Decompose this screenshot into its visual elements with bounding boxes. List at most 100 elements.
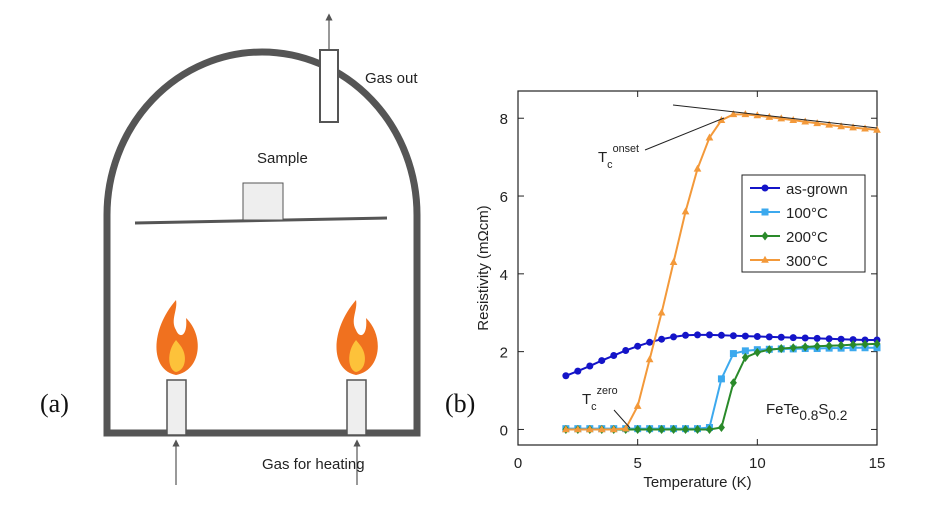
data-point [622,346,630,354]
data-point [765,333,773,341]
data-point [562,425,570,433]
x-tick-label: 10 [749,455,766,472]
x-tick-label: 5 [633,455,641,472]
chimney [319,49,339,123]
data-point [801,117,810,125]
data-point [741,332,749,340]
data-point [873,339,881,349]
x-axis-label: Temperature (K) [643,474,751,491]
data-point [694,424,701,434]
data-point [574,367,582,375]
data-point [765,112,774,120]
data-point [789,334,797,342]
data-point [729,110,738,118]
compound-label-part: 0.2 [828,408,847,423]
compound-label-part: 0.8 [799,408,818,423]
legend-label: 100°C [786,205,828,222]
data-point [585,425,594,433]
onset-label: Tconset [598,143,639,171]
gas-out-label: Gas out [365,70,418,87]
data-point [633,401,642,409]
data-point [646,424,654,434]
data-point [562,372,570,380]
legend-box [741,174,866,273]
zero-label-part: zero [597,385,618,397]
legend-swatch [761,208,769,216]
compound-label-part: S [818,401,828,418]
tangent-line [672,104,878,129]
data-point [873,125,881,133]
data-point [717,375,725,383]
y-tick-label: 4 [500,267,508,284]
y-tick-label: 8 [500,111,508,128]
data-point [681,207,690,215]
data-point [741,352,749,363]
data-point [813,119,822,127]
gas-in-label: Gas for heating [262,456,365,473]
data-point [837,335,845,343]
data-point [765,345,773,355]
data-point [729,378,737,388]
data-point [837,122,845,130]
data-point [658,335,666,343]
data-point [670,424,678,434]
legend-label: 200°C [786,229,828,246]
plot-frame [517,90,878,446]
data-point [682,424,690,434]
legend-swatch [761,231,769,241]
data-point [658,424,666,434]
data-point [717,331,725,339]
y-tick-label: 2 [500,345,508,362]
zero-label-part: c [591,401,597,413]
legend-swatch [761,255,769,263]
panel-label: (a) [40,389,69,418]
chamber [103,48,421,437]
diagram: Gas out Sample Gas for heating (a) [40,13,421,485]
legend-swatch [761,184,769,192]
burner-left [156,300,198,485]
data-point [777,333,785,341]
data-point [777,343,785,354]
plot: 0 5 10 15 0 2 4 6 8 Temperature (K) Resistivity (m… [475,90,886,491]
data-point [801,334,809,342]
onset-label-part: T [598,149,607,166]
zero-label: Tczero [582,385,618,413]
data-point [837,340,845,350]
data-point [849,123,857,131]
onset-label-part: c [607,159,613,171]
y-tick-label: 6 [500,189,508,206]
data-point [657,308,666,316]
y-axis-label: Resistivity (mΩcm) [475,205,492,330]
data-point [634,424,642,434]
data-point [634,342,642,350]
data-point [813,334,821,342]
data-point [573,425,582,433]
x-tick-label: 15 [869,455,886,472]
burner-right [336,300,378,485]
zero-pointer [613,409,631,429]
data-point [598,357,606,365]
data-point [694,331,701,339]
data-point [609,425,618,433]
data-point [813,341,821,351]
data-point [693,164,702,172]
onset-pointer [644,117,725,151]
data-point [753,332,761,340]
data-point [670,333,678,341]
data-point [825,120,833,128]
sample-label: Sample [257,150,308,167]
panel-label: (b) [445,389,475,418]
data-point [729,332,737,340]
data-point [669,257,678,265]
legend-label: as-grown [786,181,848,198]
data-point [597,425,606,433]
data-point [849,340,857,350]
data-point [753,347,761,357]
data-point [717,422,725,433]
data-point [825,341,833,351]
data-point [621,424,630,432]
data-point [861,124,869,132]
data-point [789,115,798,123]
legend-label: 300°C [786,253,828,270]
